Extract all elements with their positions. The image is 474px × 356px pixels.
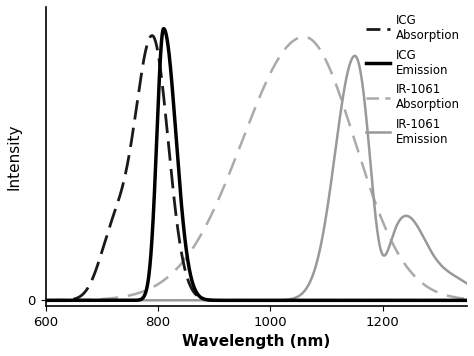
X-axis label: Wavelength (nm): Wavelength (nm) [182, 334, 330, 349]
Y-axis label: Intensity: Intensity [7, 123, 22, 190]
Legend: ICG
Absorption, ICG
Emission, IR-1061
Absorption, IR-1061
Emission: ICG Absorption, ICG Emission, IR-1061 Ab… [365, 13, 461, 147]
